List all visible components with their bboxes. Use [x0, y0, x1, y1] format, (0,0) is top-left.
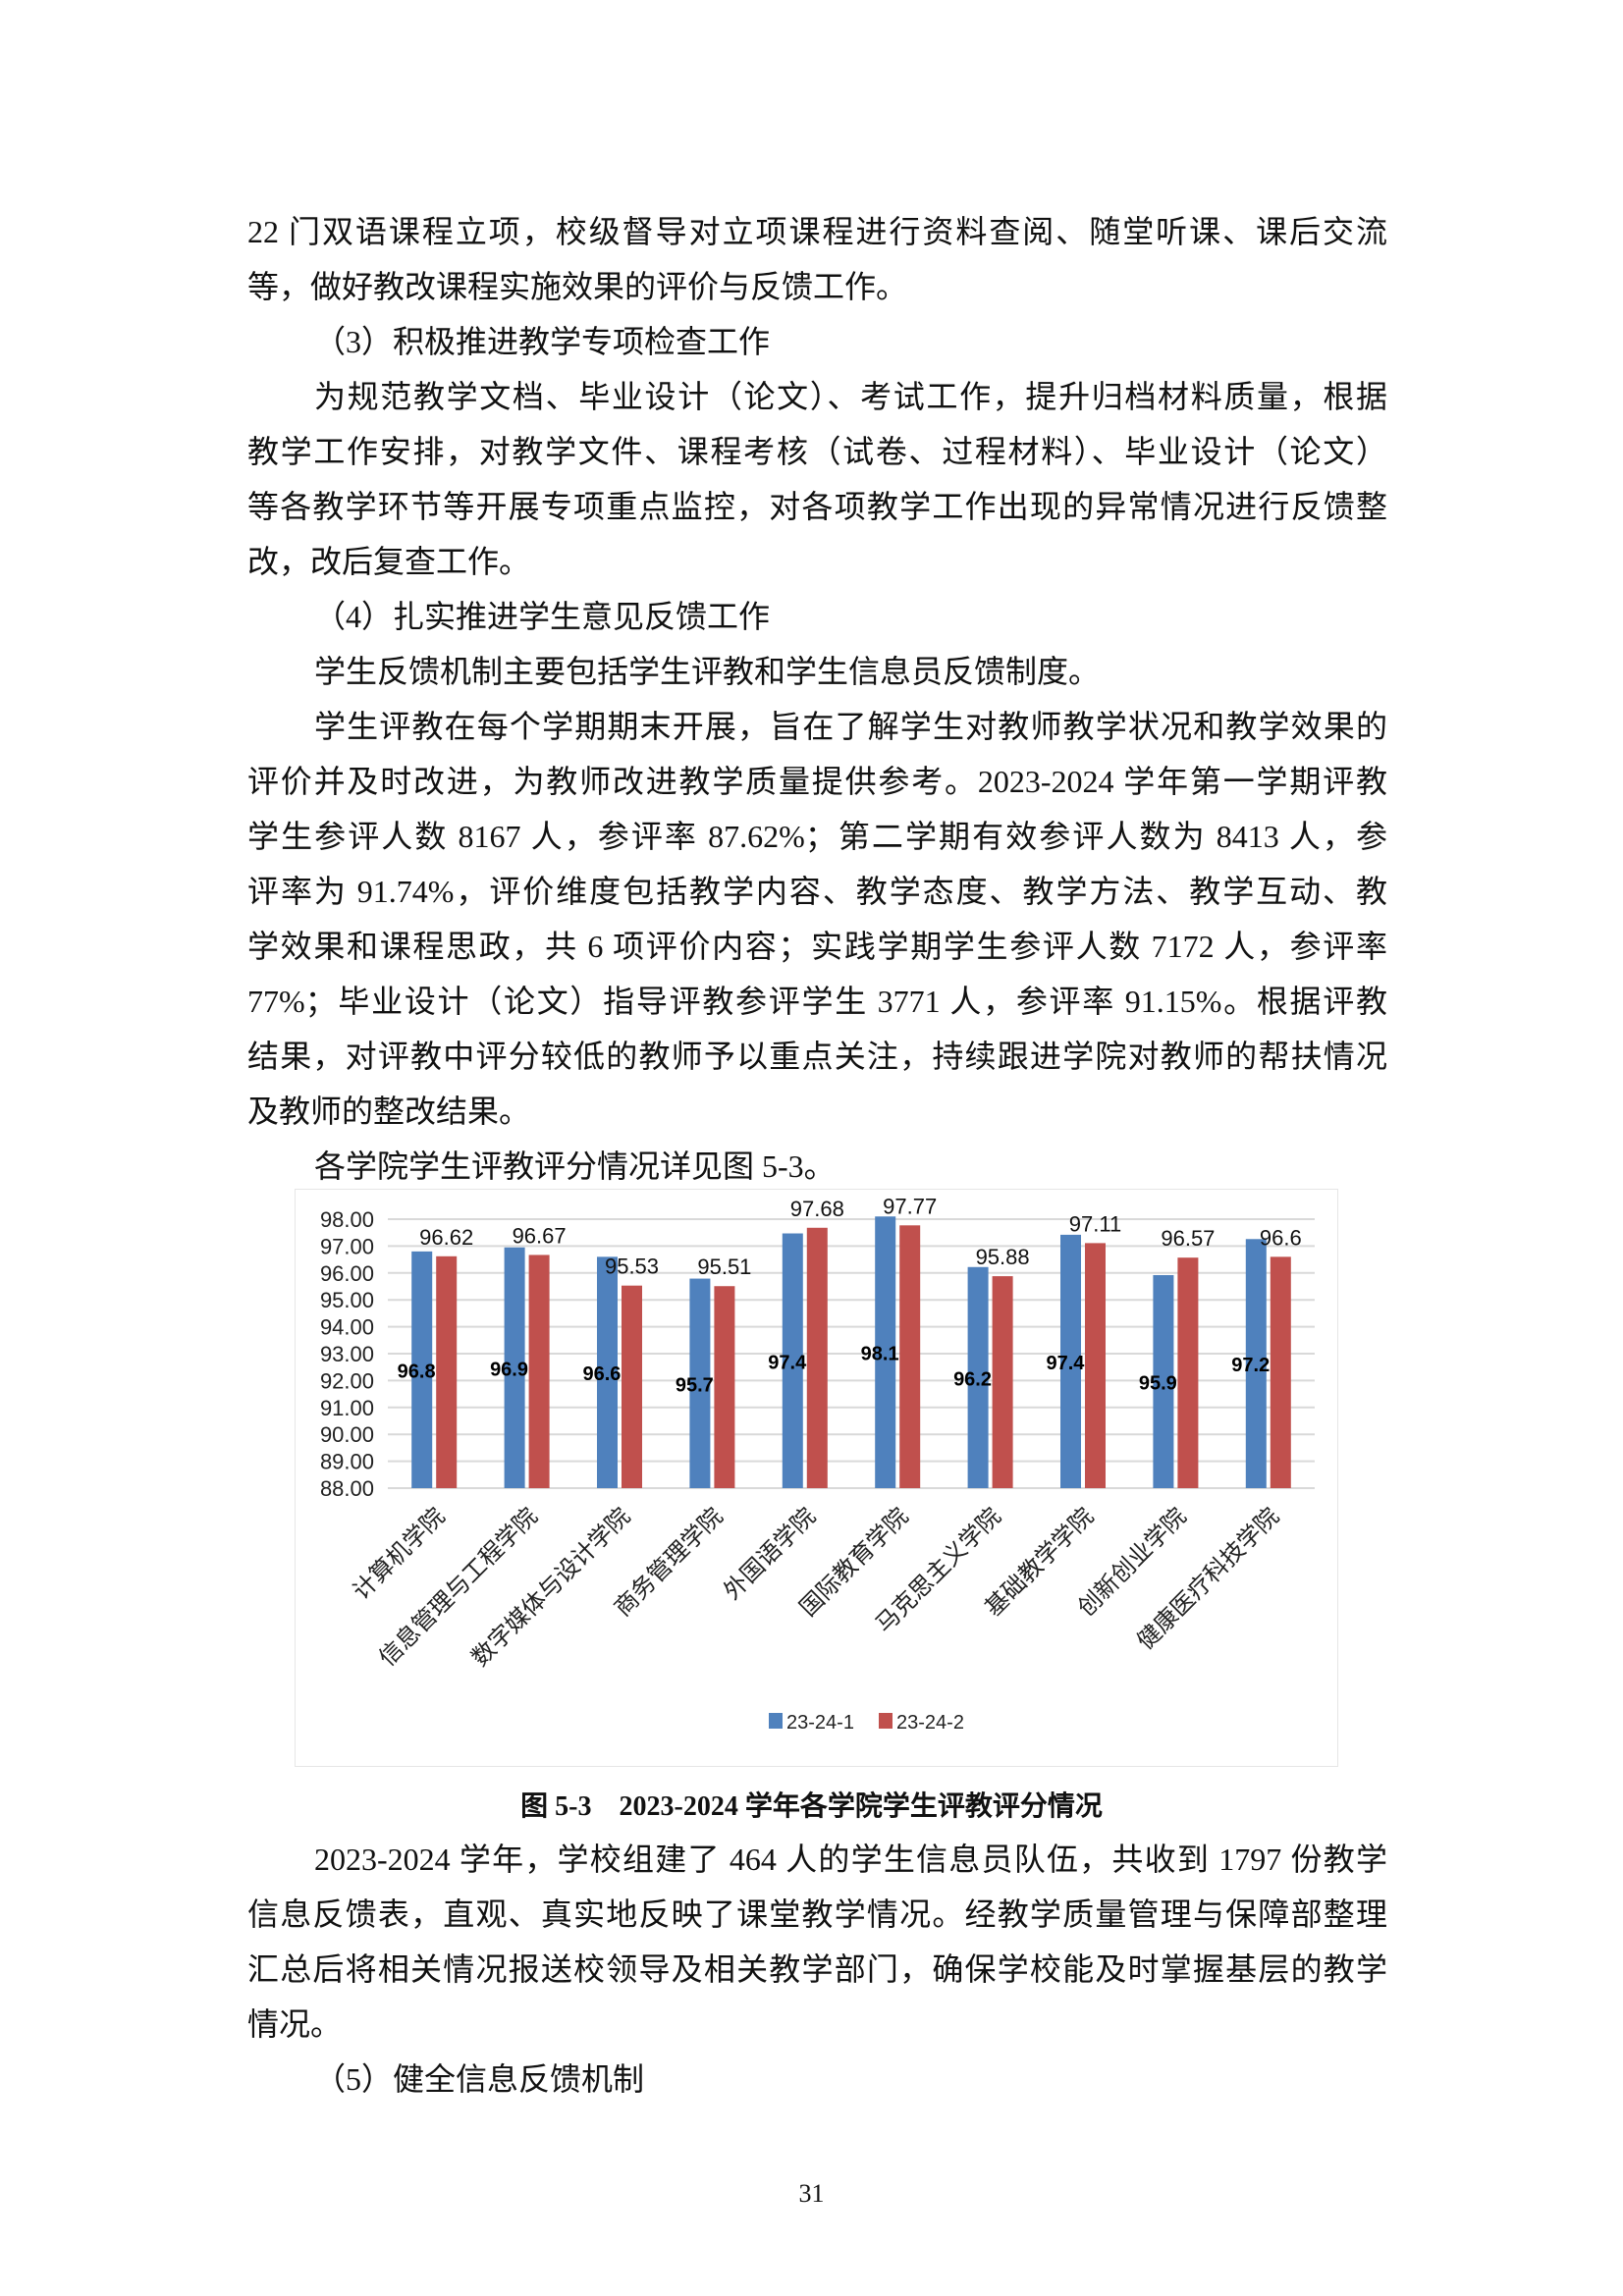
data-label-23-24-2: 95.53 [605, 1255, 659, 1279]
legend-label: 23-24-2 [896, 1712, 964, 1734]
data-label-23-24-2: 95.88 [976, 1245, 1030, 1269]
bar-23-24-2 [992, 1276, 1013, 1488]
legend-swatch [879, 1713, 893, 1729]
text-line: 改，改后复查工作。 [247, 544, 531, 579]
y-tick-label: 92.00 [320, 1368, 374, 1393]
category-label: 数字媒体与设计学院 [466, 1503, 635, 1672]
data-label-23-24-1: 96.22 [953, 1368, 1002, 1390]
y-tick-label: 98.00 [320, 1207, 374, 1232]
y-tick-label: 91.00 [320, 1396, 374, 1420]
bar-23-24-2 [1085, 1243, 1106, 1488]
category-label: 外国语学院 [719, 1503, 821, 1605]
text-line: 学生评教在每个学期期末开展，旨在了解学生对教师教学状况和教学效果的 [314, 709, 1387, 744]
bar-23-24-2 [436, 1255, 458, 1488]
data-label-23-24-1: 98.10 [861, 1344, 910, 1365]
bar-23-24-1 [1153, 1274, 1174, 1488]
text-line: 学生反馈机制主要包括学生评教和学生信息员反馈制度。 [314, 654, 1101, 689]
text-line: 学效果和课程思政，共 6 项评价内容；实践学期学生参评人数 7172 人，参评率 [247, 929, 1387, 964]
bar-23-24-2 [528, 1255, 550, 1488]
bar-23-24-2 [806, 1227, 828, 1488]
bar-23-24-1 [597, 1256, 618, 1488]
data-label-23-24-1: 97.42 [1046, 1353, 1095, 1374]
data-label-23-24-1: 95.79 [676, 1374, 725, 1396]
page-number: 31 [798, 2179, 825, 2208]
text-line: 等，做好教改课程实施效果的评价与反馈工作。 [247, 269, 908, 304]
data-label-23-24-1: 97.26 [1231, 1355, 1280, 1376]
text-line: 22 门双语课程立项，校级督导对立项课程进行资料查阅、随堂听课、课后交流 [247, 214, 1387, 249]
body-text-top: 22 门双语课程立项，校级督导对立项课程进行资料查阅、随堂听课、课后交流 等，做好… [247, 204, 1387, 1194]
category-label: 计算机学院 [348, 1503, 450, 1605]
data-label-23-24-1: 97.47 [768, 1352, 817, 1373]
y-tick-label: 94.00 [320, 1315, 374, 1340]
data-label-23-24-1: 95.92 [1139, 1372, 1188, 1394]
text-line: 汇总后将相关情况报送校领导及相关教学部门，确保学校能及时掌握基层的教学 [247, 1951, 1387, 1987]
y-tick-label: 90.00 [320, 1422, 374, 1447]
text-line: 结果，对评教中评分较低的教师予以重点关注，持续跟进学院对教师的帮扶情况 [247, 1039, 1387, 1074]
bar-23-24-1 [875, 1216, 896, 1488]
category-label: 信息管理与工程学院 [374, 1503, 543, 1672]
text-line: （4）扎实推进学生意见反馈工作 [314, 599, 771, 634]
text-line: 评率为 91.74%，评价维度包括教学内容、教学态度、教学方法、教学互动、教 [247, 874, 1387, 909]
data-label-23-24-2: 95.51 [697, 1255, 751, 1279]
figure-caption: 图 5-3 2023-2024 学年各学院学生评教评分情况 [520, 1791, 1103, 1822]
text-line: 为规范教学文档、毕业设计（论文）、考试工作，提升归档材料质量，根据 [314, 379, 1387, 414]
bar-23-24-1 [967, 1266, 989, 1488]
data-label-23-24-1: 96.60 [582, 1363, 631, 1385]
text-line: （5）健全信息反馈机制 [314, 2061, 645, 2097]
body-text-bottom: 2023-2024 学年，学校组建了 464 人的学生信息员队伍，共收到 179… [247, 1832, 1387, 2107]
text-line: 学生参评人数 8167 人，参评率 87.62%；第二学期有效参评人数为 841… [247, 819, 1387, 854]
bar-23-24-1 [411, 1251, 433, 1488]
data-label-23-24-2: 97.77 [883, 1194, 937, 1218]
text-line: 评价并及时改进，为教师改进教学质量提供参考。2023-2024 学年第一学期评教 [247, 764, 1387, 799]
bar-23-24-1 [1245, 1239, 1267, 1488]
text-line: 2023-2024 学年，学校组建了 464 人的学生信息员队伍，共收到 179… [314, 1842, 1387, 1877]
data-label-23-24-1: 96.80 [398, 1361, 447, 1382]
bar-23-24-1 [782, 1233, 803, 1488]
text-line: 及教师的整改结果。 [247, 1094, 531, 1129]
bar-23-24-1 [1060, 1234, 1081, 1488]
bar-23-24-2 [899, 1225, 921, 1488]
text-line: 情况。 [247, 2006, 343, 2042]
bar-23-24-2 [1270, 1256, 1291, 1488]
y-tick-label: 93.00 [320, 1342, 374, 1366]
text-line: 信息反馈表，直观、真实地反映了课堂教学情况。经教学质量管理与保障部整理 [247, 1896, 1387, 1932]
data-label-23-24-2: 96.62 [419, 1225, 473, 1250]
legend-swatch [769, 1713, 783, 1729]
score-bar-chart: 88.00 89.00 90.00 91.00 92.00 93.00 94.00 95.00… [295, 1189, 1338, 1767]
y-tick-label: 96.00 [320, 1261, 374, 1286]
y-tick-label: 97.00 [320, 1234, 374, 1258]
text-line: （3）积极推进教学专项检查工作 [314, 324, 771, 359]
bar-23-24-2 [622, 1285, 642, 1488]
bar-23-24-1 [504, 1247, 525, 1488]
y-tick-label: 95.00 [320, 1288, 374, 1312]
bar-23-24-1 [689, 1278, 711, 1488]
legend-label: 23-24-1 [786, 1712, 854, 1734]
text-line: 等各教学环节等开展专项重点监控，对各项教学工作出现的异常情况进行反馈整 [247, 489, 1387, 524]
bar-23-24-2 [714, 1286, 735, 1488]
data-label-23-24-2: 97.68 [790, 1197, 844, 1221]
data-label-23-24-2: 97.11 [1069, 1211, 1121, 1236]
data-label-23-24-2: 96.67 [513, 1223, 567, 1248]
data-label-23-24-2: 96.6 [1260, 1225, 1302, 1250]
text-line: 各学院学生评教评分情况详见图 5-3。 [314, 1148, 836, 1184]
text-line: 教学工作安排，对教学文件、课程考核（试卷、过程材料）、毕业设计（论文） [247, 434, 1387, 469]
text-line: 77%；毕业设计（论文）指导评教参评学生 3771 人，参评率 91.15%。根… [247, 984, 1387, 1019]
y-tick-label: 89.00 [320, 1450, 374, 1474]
data-label-23-24-1: 96.95 [490, 1359, 539, 1380]
data-label-23-24-2: 96.57 [1161, 1226, 1215, 1251]
bar-23-24-2 [1177, 1257, 1199, 1488]
y-tick-label: 88.00 [320, 1476, 374, 1501]
